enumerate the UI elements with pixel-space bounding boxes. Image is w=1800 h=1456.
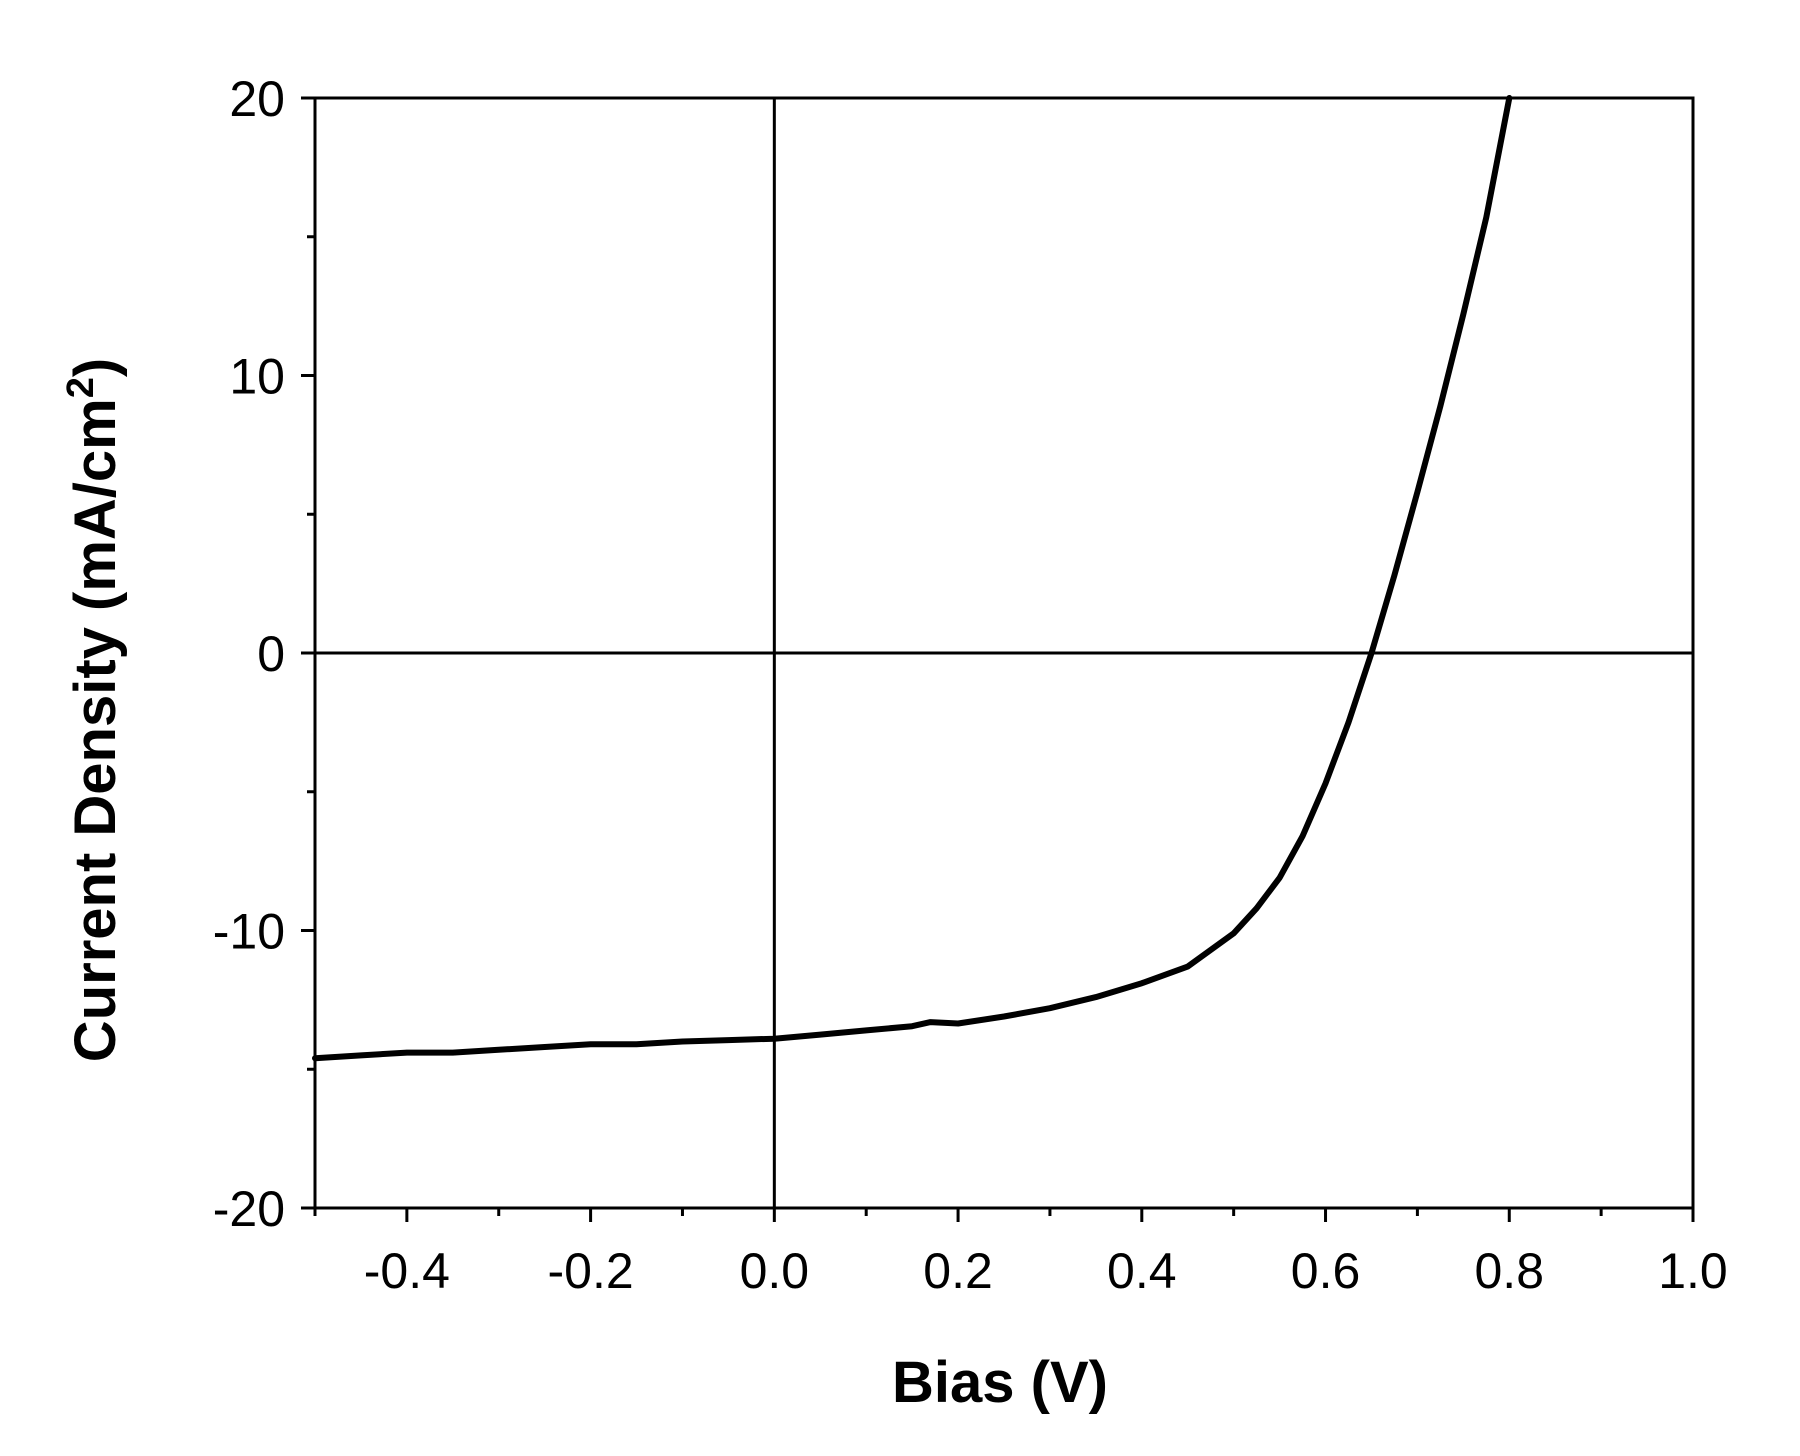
x-tick-label: 0.6 bbox=[1291, 1243, 1361, 1299]
tick-labels-layer: -0.4 -0.2 0.0 0.2 0.4 0.6 0.8 1.0 -20 -10 0 10 20 bbox=[213, 71, 1728, 1299]
x-axis-title: Bias (V) bbox=[892, 1350, 1108, 1415]
y-axis-title: Current Density (mA/cm2) bbox=[60, 358, 128, 1062]
series-layer bbox=[312, 95, 1513, 1062]
y-tick-label: -10 bbox=[213, 904, 285, 960]
x-tick-label: 0.8 bbox=[1475, 1243, 1545, 1299]
y-axis-title-main: Current Density (mA/cm bbox=[63, 398, 128, 1062]
y-axis-title-superscript: 2 bbox=[60, 377, 102, 398]
y-tick-label: 10 bbox=[229, 349, 285, 405]
y-tick-label: 0 bbox=[257, 626, 285, 682]
x-tick-label: 0.0 bbox=[740, 1243, 810, 1299]
x-tick-label: -0.4 bbox=[364, 1243, 450, 1299]
y-tick-label: 20 bbox=[229, 71, 285, 127]
x-tick-label: 1.0 bbox=[1658, 1243, 1728, 1299]
x-tick-label: 0.4 bbox=[1107, 1243, 1177, 1299]
y-tick-label: -20 bbox=[213, 1181, 285, 1237]
jv-curve-line bbox=[312, 95, 1513, 1062]
x-tick-label: 0.2 bbox=[923, 1243, 993, 1299]
y-axis-title-group: Current Density (mA/cm2) bbox=[60, 358, 128, 1062]
x-tick-label: -0.2 bbox=[548, 1243, 634, 1299]
y-axis-title-close: ) bbox=[63, 358, 128, 377]
axes-layer bbox=[301, 96, 1695, 1222]
